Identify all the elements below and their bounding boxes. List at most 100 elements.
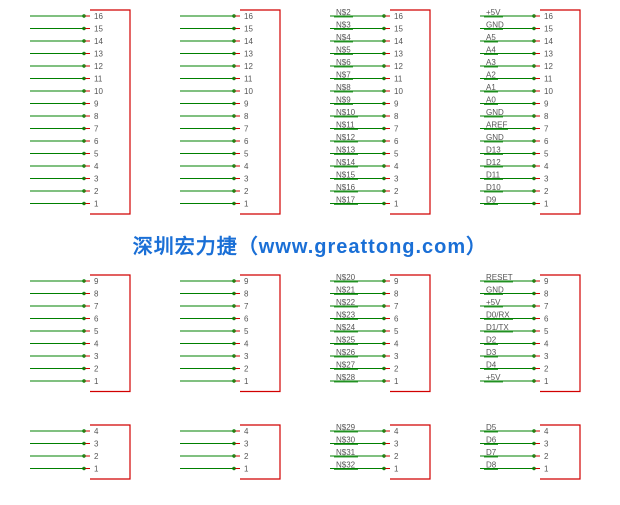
svg-text:4: 4 — [544, 340, 549, 349]
svg-text:12: 12 — [544, 62, 553, 71]
svg-text:D6: D6 — [486, 436, 497, 445]
svg-text:7: 7 — [544, 125, 549, 134]
svg-text:9: 9 — [244, 100, 249, 109]
svg-text:6: 6 — [394, 315, 399, 324]
svg-text:D0/RX: D0/RX — [486, 311, 510, 320]
svg-text:2: 2 — [394, 187, 399, 196]
svg-text:1: 1 — [394, 200, 399, 209]
svg-text:7: 7 — [244, 125, 249, 134]
svg-text:7: 7 — [394, 125, 399, 134]
svg-text:16: 16 — [544, 12, 553, 21]
svg-text:N$27: N$27 — [336, 361, 356, 370]
svg-text:4: 4 — [244, 427, 249, 436]
svg-text:1: 1 — [94, 200, 99, 209]
svg-text:6: 6 — [544, 315, 549, 324]
svg-text:N$10: N$10 — [336, 108, 356, 117]
svg-text:3: 3 — [94, 175, 99, 184]
svg-text:2: 2 — [544, 365, 549, 374]
svg-text:1: 1 — [544, 200, 549, 209]
svg-text:6: 6 — [244, 137, 249, 146]
svg-text:15: 15 — [244, 25, 253, 34]
svg-text:N$13: N$13 — [336, 146, 356, 155]
svg-text:GND: GND — [486, 21, 504, 30]
svg-text:N$17: N$17 — [336, 196, 356, 205]
svg-text:N$14: N$14 — [336, 158, 356, 167]
svg-text:RESET: RESET — [486, 273, 513, 282]
svg-text:4: 4 — [394, 427, 399, 436]
svg-text:9: 9 — [94, 100, 99, 109]
svg-text:9: 9 — [94, 277, 99, 286]
svg-text:5: 5 — [94, 327, 99, 336]
svg-text:8: 8 — [244, 112, 249, 121]
svg-text:8: 8 — [94, 112, 99, 121]
svg-text:4: 4 — [244, 340, 249, 349]
svg-text:7: 7 — [94, 302, 99, 311]
svg-text:2: 2 — [244, 187, 249, 196]
svg-text:8: 8 — [544, 290, 549, 299]
svg-text:14: 14 — [394, 37, 403, 46]
svg-text:2: 2 — [394, 452, 399, 461]
svg-text:D3: D3 — [486, 348, 497, 357]
svg-text:16: 16 — [394, 12, 403, 21]
svg-text:5: 5 — [394, 327, 399, 336]
svg-text:6: 6 — [544, 137, 549, 146]
svg-text:4: 4 — [394, 162, 399, 171]
svg-text:N$31: N$31 — [336, 448, 356, 457]
svg-text:7: 7 — [94, 125, 99, 134]
svg-text:14: 14 — [94, 37, 103, 46]
schematic-canvas: 1615141312111098765432116151413121110987… — [0, 0, 620, 505]
svg-text:13: 13 — [394, 50, 403, 59]
svg-text:D1/TX: D1/TX — [486, 323, 509, 332]
svg-text:N$16: N$16 — [336, 183, 356, 192]
svg-text:1: 1 — [244, 465, 249, 474]
svg-text:D11: D11 — [486, 171, 501, 180]
svg-text:7: 7 — [544, 302, 549, 311]
svg-text:9: 9 — [544, 277, 549, 286]
svg-text:8: 8 — [394, 290, 399, 299]
svg-text:A4: A4 — [486, 46, 496, 55]
svg-text:4: 4 — [544, 162, 549, 171]
svg-text:8: 8 — [94, 290, 99, 299]
svg-text:13: 13 — [94, 50, 103, 59]
svg-text:AREF: AREF — [486, 121, 507, 130]
svg-text:7: 7 — [394, 302, 399, 311]
svg-text:15: 15 — [94, 25, 103, 34]
svg-text:D9: D9 — [486, 196, 497, 205]
svg-text:5: 5 — [244, 327, 249, 336]
svg-text:N$23: N$23 — [336, 311, 356, 320]
svg-text:3: 3 — [394, 175, 399, 184]
svg-text:D12: D12 — [486, 158, 501, 167]
svg-text:N$3: N$3 — [336, 21, 351, 30]
svg-text:3: 3 — [94, 352, 99, 361]
svg-text:8: 8 — [244, 290, 249, 299]
svg-text:N$12: N$12 — [336, 133, 356, 142]
svg-text:3: 3 — [394, 440, 399, 449]
svg-text:10: 10 — [94, 87, 103, 96]
svg-text:11: 11 — [394, 75, 403, 84]
svg-text:9: 9 — [394, 100, 399, 109]
svg-text:4: 4 — [394, 340, 399, 349]
svg-text:D13: D13 — [486, 146, 501, 155]
svg-text:A2: A2 — [486, 71, 496, 80]
svg-text:4: 4 — [94, 162, 99, 171]
svg-text:4: 4 — [244, 162, 249, 171]
svg-text:9: 9 — [544, 100, 549, 109]
svg-text:3: 3 — [394, 352, 399, 361]
svg-text:1: 1 — [94, 377, 99, 386]
svg-text:GND: GND — [486, 108, 504, 117]
svg-text:8: 8 — [544, 112, 549, 121]
svg-text:N$29: N$29 — [336, 423, 356, 432]
svg-text:+5V: +5V — [486, 8, 501, 17]
svg-text:3: 3 — [544, 175, 549, 184]
svg-text:2: 2 — [94, 452, 99, 461]
svg-text:3: 3 — [544, 352, 549, 361]
svg-text:3: 3 — [244, 352, 249, 361]
svg-text:6: 6 — [94, 315, 99, 324]
svg-text:1: 1 — [244, 377, 249, 386]
svg-text:N$6: N$6 — [336, 58, 351, 67]
svg-text:N$26: N$26 — [336, 348, 356, 357]
svg-text:2: 2 — [244, 452, 249, 461]
svg-text:D7: D7 — [486, 448, 497, 457]
svg-text:11: 11 — [94, 75, 103, 84]
svg-text:N$2: N$2 — [336, 8, 351, 17]
